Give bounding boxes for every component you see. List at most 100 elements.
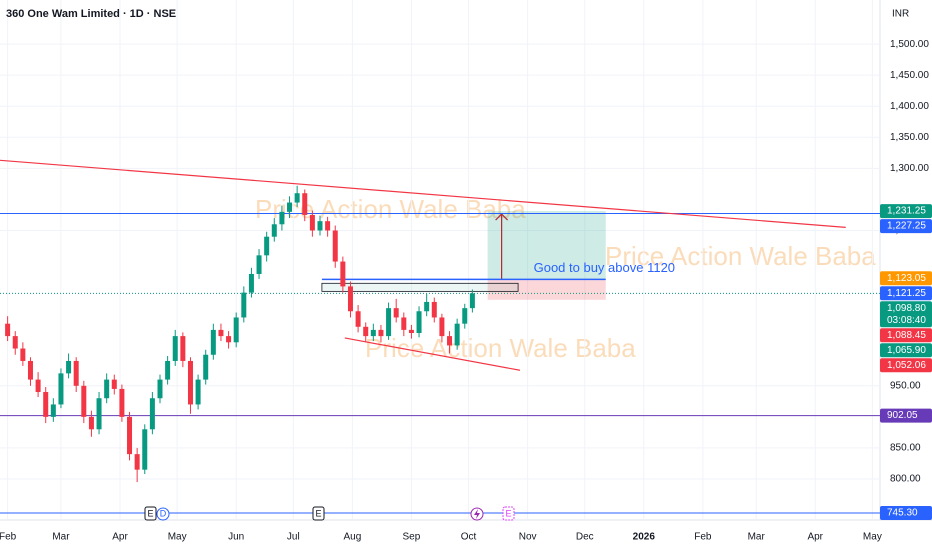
candle-body <box>203 354 209 380</box>
event-label: E <box>315 508 321 518</box>
x-tick-label: Aug <box>343 532 361 543</box>
price-label-box <box>880 286 932 301</box>
x-tick-label: Sep <box>403 532 421 543</box>
x-tick-label: Apr <box>112 532 128 543</box>
y-tick-label: 950.00 <box>890 380 921 391</box>
candle-body <box>431 301 437 318</box>
candle-body <box>233 317 239 343</box>
price-label-box <box>880 204 932 219</box>
event-icon[interactable] <box>156 507 170 521</box>
candle-body <box>401 317 407 330</box>
x-tick-label: Mar <box>52 532 70 543</box>
event-icon[interactable] <box>502 506 515 521</box>
candle-body <box>287 202 293 212</box>
candle-body <box>104 379 110 399</box>
candle-body <box>127 416 133 455</box>
price-label-box <box>880 328 932 343</box>
event-icon[interactable] <box>312 506 325 521</box>
y-tick-label: 1,450.00 <box>890 70 929 81</box>
candle-body <box>279 211 285 225</box>
candle-body <box>195 379 201 405</box>
price-label: 1,052.06 <box>880 358 932 373</box>
price-label-text: 1,088.45 <box>887 330 926 341</box>
x-tick-label: Apr <box>807 532 823 543</box>
event-label: E <box>147 508 153 518</box>
candle-body <box>264 236 270 256</box>
price-label: 1,123.05 <box>880 271 932 286</box>
candle-body <box>58 373 64 405</box>
candle-body <box>157 379 163 399</box>
candle-body <box>149 398 155 430</box>
annotation: Good to buy above 1120 <box>534 260 675 275</box>
y-tick-label: 1,400.00 <box>890 101 929 112</box>
candle-body <box>416 311 422 333</box>
candle-body <box>241 292 247 318</box>
chart-title: 360 One Wam Limited · 1D · NSE <box>6 8 176 20</box>
candle-body <box>347 286 353 312</box>
candle-body <box>256 255 262 274</box>
candle-body <box>12 336 18 349</box>
candle-body <box>180 336 186 361</box>
candle-body <box>172 336 178 361</box>
price-label-box <box>880 505 932 520</box>
candle-body <box>363 326 369 337</box>
x-tick-label: Mar <box>748 532 766 543</box>
candle-body <box>66 360 72 374</box>
y-tick-label: 1,500.00 <box>890 39 929 50</box>
candle-body <box>447 336 453 346</box>
events: E D E E <box>144 506 515 521</box>
watermark: Price Action Wale Baba <box>365 333 636 363</box>
x-tick-label: Nov <box>519 532 537 543</box>
candle-body <box>386 308 392 337</box>
price-label-text: 1,065.90 <box>887 345 926 356</box>
candle-body <box>35 379 41 393</box>
x-tick-label: Jun <box>228 532 244 543</box>
candle-body <box>27 360 33 380</box>
candle-body <box>210 329 216 355</box>
candle-body <box>187 360 193 405</box>
candle-body <box>325 221 331 231</box>
candle-body <box>111 379 117 389</box>
price-label: 1,065.90 <box>880 343 932 358</box>
price-label-box <box>880 408 932 423</box>
target-zone <box>487 211 606 280</box>
candle-body <box>134 454 140 470</box>
price-label-text: 1,098.80 <box>887 303 926 314</box>
candle-body <box>393 308 399 318</box>
price-label-box <box>880 343 932 358</box>
price-label-text: 745.30 <box>887 508 918 519</box>
candle-body <box>302 193 308 215</box>
price-label-box <box>880 358 932 373</box>
event-icon[interactable] <box>144 506 157 521</box>
candle-body <box>73 360 79 386</box>
candle-body <box>226 336 232 343</box>
price-label-box <box>880 301 932 328</box>
candle-body <box>469 293 475 309</box>
candle-body <box>218 329 224 337</box>
candle-body <box>271 224 277 237</box>
arrow-head <box>495 213 509 221</box>
price-label-text: 902.05 <box>887 410 918 421</box>
candle-body <box>248 273 254 293</box>
watermarks: Price Action Wale Baba Price Action Wale… <box>255 194 876 363</box>
stop-zone <box>487 279 606 300</box>
candle-body <box>332 230 338 262</box>
price-label: 745.30 <box>880 505 932 520</box>
event-label: E <box>505 508 511 518</box>
countdown: 03:08:40 <box>887 315 926 326</box>
candle-body <box>43 392 49 417</box>
x-tick-label: May <box>863 532 882 543</box>
price-label-box <box>880 219 932 234</box>
candle-body <box>96 398 102 430</box>
candle-body <box>50 404 56 417</box>
candle-body <box>454 323 460 346</box>
price-label: 1,088.45 <box>880 328 932 343</box>
price-label-text: 1,121.25 <box>887 288 926 299</box>
y-tick-label: 850.00 <box>890 443 921 454</box>
x-tick-label: 2026 <box>633 532 656 543</box>
candle-body <box>317 221 323 231</box>
candle-body <box>462 308 468 324</box>
price-label-box <box>880 271 932 286</box>
